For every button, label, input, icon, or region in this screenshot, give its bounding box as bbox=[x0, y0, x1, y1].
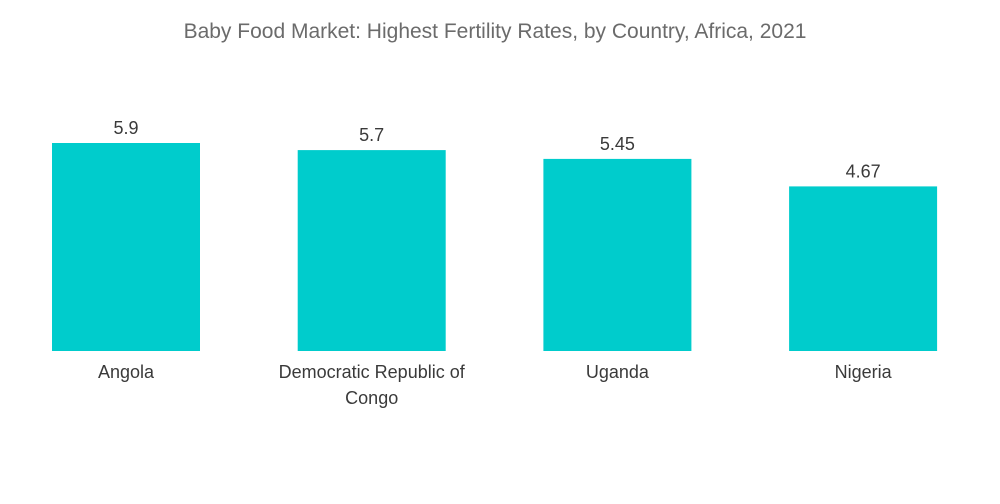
data-label: 5.45 bbox=[600, 134, 635, 154]
category-label: Uganda bbox=[586, 362, 650, 382]
data-label: 5.7 bbox=[359, 125, 384, 145]
bar-nigeria bbox=[789, 186, 938, 351]
bar-democratic-republic-of-congo bbox=[297, 150, 446, 351]
category-label: Congo bbox=[345, 388, 398, 408]
chart-title: Baby Food Market: Highest Fertility Rate… bbox=[184, 20, 807, 43]
category-label: Nigeria bbox=[835, 362, 893, 382]
category-label: Democratic Republic of bbox=[279, 362, 466, 382]
category-label: Angola bbox=[98, 362, 155, 382]
data-label: 4.67 bbox=[846, 161, 881, 181]
bar-uganda bbox=[543, 158, 692, 351]
bar-angola bbox=[52, 143, 200, 351]
bars-group: 5.9 Angola 5.7 Democratic Republic of Congo 5… bbox=[52, 118, 938, 408]
data-label: 5.9 bbox=[113, 118, 138, 138]
